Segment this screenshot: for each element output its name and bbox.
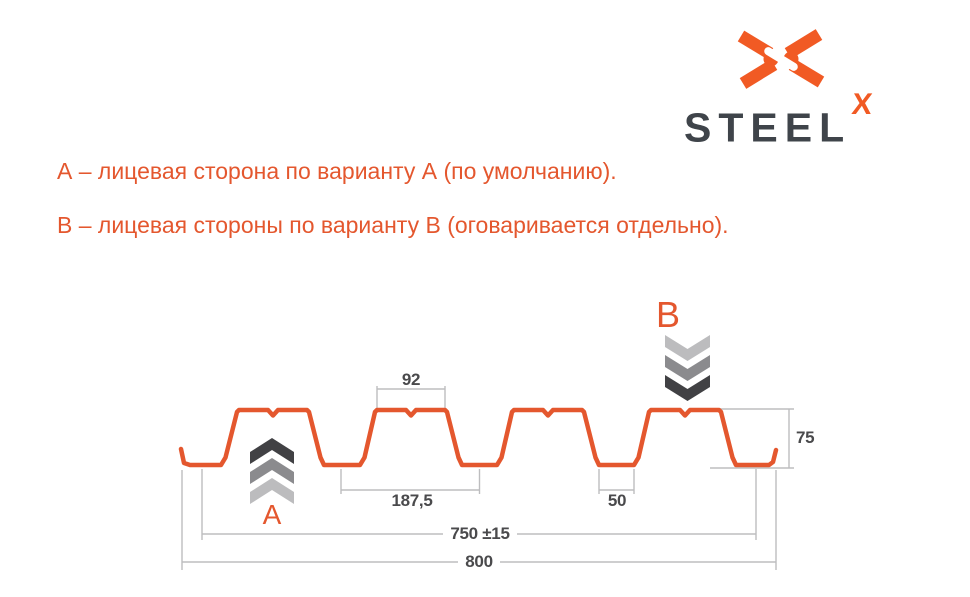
note-variant-a: А – лицевая сторона по варианту А (по ум… (57, 158, 617, 184)
dim-rib-top-width: 92 (401, 370, 421, 389)
dim-valley-width: 50 (607, 491, 627, 510)
logo-wordmark-text: STEEL (684, 104, 852, 151)
note-variant-b: В – лицевая стороны по варианту В (огова… (57, 212, 729, 238)
side-label-b: В (655, 294, 680, 335)
side-label-a: А (262, 499, 282, 530)
profile-outline (178, 407, 779, 468)
dim-overall-width: 800 (419, 553, 539, 570)
dim-working-width: 750 ±15 (410, 525, 550, 542)
dim-working-width-text: 750 ±15 (443, 525, 517, 542)
logo-wordmark: STEELX (684, 88, 874, 152)
variant-a-chevrons-icon (250, 438, 294, 504)
dim-overall-width-text: 800 (458, 553, 500, 570)
logo-x-icon (737, 29, 825, 89)
variant-b-chevrons-icon (665, 335, 710, 401)
dim-rib-pitch: 187,5 (391, 491, 433, 510)
dim-profile-height: 75 (796, 428, 815, 447)
